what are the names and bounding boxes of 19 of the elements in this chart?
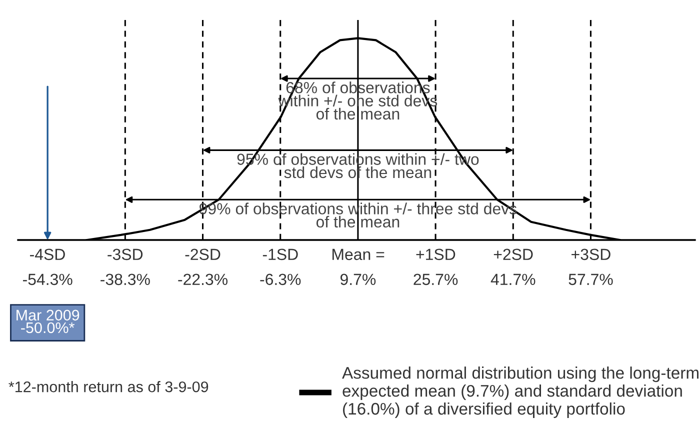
x-tick-label: -54.3% bbox=[22, 274, 72, 286]
x2-tick-label: +3SD bbox=[572, 248, 610, 260]
x2-tick-label: -2SD bbox=[185, 248, 220, 260]
x-tick-label: 25.7% bbox=[414, 274, 458, 286]
x-tick-label: 9.7% bbox=[340, 274, 376, 286]
x2-tick-label: +1SD bbox=[416, 248, 456, 260]
x2-tick-label: +2SD bbox=[494, 248, 533, 260]
legend-label: Assumed normal distribution using the long-term expected mean (9.7%) and standard deviation (16.0%) of a diversified equity portfolio bbox=[342, 366, 698, 418]
x-tick-label: -22.3% bbox=[178, 274, 228, 286]
x2-tick-label: -4SD bbox=[30, 248, 65, 260]
text: Mar 2009 -50.0%* bbox=[16, 310, 80, 334]
x-tick-label: 41.7% bbox=[490, 274, 536, 286]
x2-tick-label: -3SD bbox=[108, 248, 143, 260]
x2-tick-label: -1SD bbox=[262, 248, 298, 260]
x-tick-label: -38.3% bbox=[100, 274, 150, 286]
x2-tick-label: Mean = bbox=[332, 248, 384, 260]
x-tick-label: -6.3% bbox=[260, 274, 301, 286]
x-tick-label: 57.7% bbox=[568, 274, 613, 286]
text: *12-month return as of 3-9-09 bbox=[8, 381, 208, 392]
